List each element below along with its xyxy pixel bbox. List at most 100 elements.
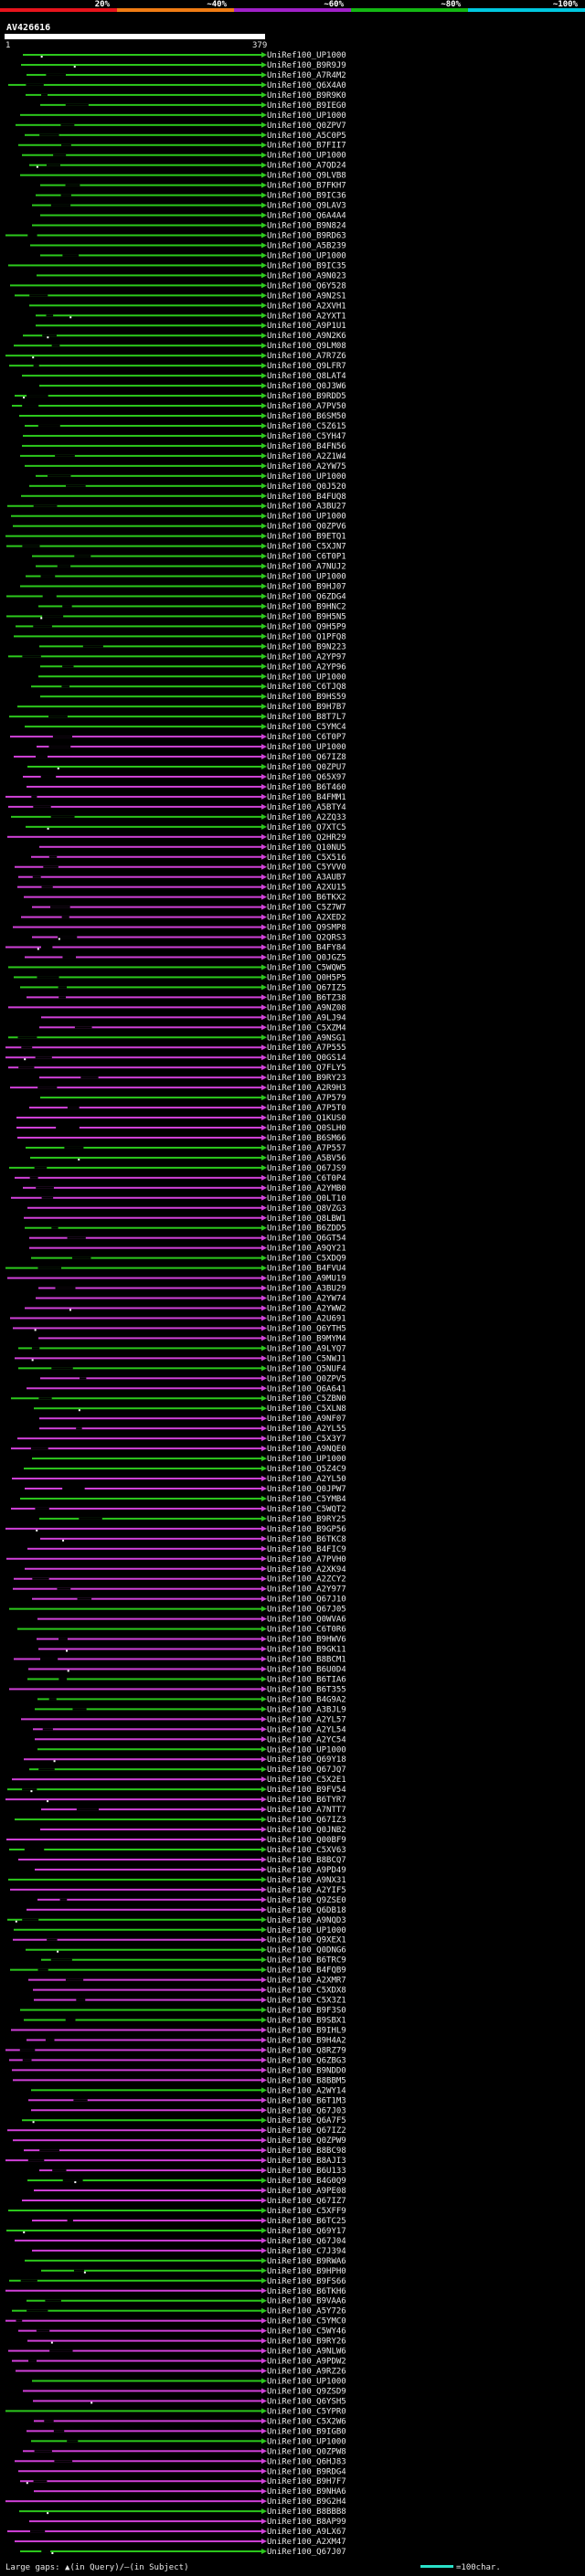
hit-row[interactable]: UniRef100_B4FMM1 xyxy=(5,793,346,802)
hit-label[interactable]: UniRef100_UP1000 xyxy=(267,573,346,582)
hit-label[interactable]: UniRef100_B9R9J9 xyxy=(267,61,346,70)
hit-row[interactable]: UniRef100_A3BU27 xyxy=(7,503,346,512)
hit-row[interactable]: UniRef100_Q8RZ79 xyxy=(5,2046,346,2055)
hit-row[interactable]: UniRef100_B9VAA6 xyxy=(27,2297,346,2306)
hit-row[interactable]: UniRef100_B9GP56 xyxy=(5,1525,346,1534)
hit-row[interactable]: UniRef100_Q9SMP8 xyxy=(13,924,346,933)
hit-row[interactable]: UniRef100_A9NX31 xyxy=(8,1876,346,1885)
hit-label[interactable]: UniRef100_A5BV56 xyxy=(267,1154,346,1163)
hit-row[interactable]: UniRef100_A5C0P5 xyxy=(25,132,346,141)
hit-row[interactable]: UniRef100_A2ZCY2 xyxy=(14,1575,346,1585)
hit-label[interactable]: UniRef100_Q0H5P5 xyxy=(267,973,346,982)
hit-label[interactable]: UniRef100_A9QY21 xyxy=(267,1245,346,1254)
hit-label[interactable]: UniRef100_A9NQD3 xyxy=(267,1916,346,1925)
hit-label[interactable]: UniRef100_Q0ZPV5 xyxy=(267,1374,346,1383)
hit-label[interactable]: UniRef100_A2YL57 xyxy=(267,1715,346,1724)
hit-row[interactable]: UniRef100_C5XFF9 xyxy=(8,2207,346,2216)
hit-label[interactable]: UniRef100_A9PE08 xyxy=(267,2187,346,2196)
hit-label[interactable]: UniRef100_Q6HJ83 xyxy=(267,2457,346,2466)
hit-label[interactable]: UniRef100_B4FQB9 xyxy=(267,1966,346,1976)
hit-label[interactable]: UniRef100_Q65X97 xyxy=(267,773,346,782)
hit-row[interactable]: UniRef100_C5YVV0 xyxy=(15,864,346,873)
hit-label[interactable]: UniRef100_B6TKC8 xyxy=(267,1535,346,1544)
hit-row[interactable]: UniRef100_C5X3Z1 xyxy=(34,1997,346,2006)
hit-label[interactable]: UniRef100_Q6DB18 xyxy=(267,1906,346,1915)
hit-row[interactable]: UniRef100_B6TZ38 xyxy=(27,993,346,1002)
hit-row[interactable]: UniRef100_UP1000 xyxy=(37,1745,346,1754)
hit-row[interactable]: UniRef100_B6T355 xyxy=(9,1685,346,1694)
hit-label[interactable]: UniRef100_C5Z7W7 xyxy=(267,904,346,913)
hit-label[interactable]: UniRef100_B6T460 xyxy=(267,783,346,792)
hit-label[interactable]: UniRef100_B6TYR7 xyxy=(267,1796,346,1805)
hit-label[interactable]: UniRef100_A3BU29 xyxy=(267,1285,346,1294)
hit-row[interactable]: UniRef100_A2YP96 xyxy=(40,663,346,672)
hit-label[interactable]: UniRef100_B6TC25 xyxy=(267,2217,346,2226)
hit-row[interactable]: UniRef100_B9HS59 xyxy=(40,693,346,702)
hit-label[interactable]: UniRef100_C7J394 xyxy=(267,2247,346,2256)
hit-row[interactable]: UniRef100_A9PDW2 xyxy=(12,2358,346,2367)
hit-label[interactable]: UniRef100_Q1PFQ8 xyxy=(267,632,346,641)
hit-label[interactable]: UniRef100_C6T0R6 xyxy=(267,1626,346,1635)
hit-label[interactable]: UniRef100_A2YL54 xyxy=(267,1725,346,1734)
hit-row[interactable]: UniRef100_B9R9K0 xyxy=(26,91,346,101)
hit-label[interactable]: UniRef100_A7PV50 xyxy=(267,402,346,411)
hit-row[interactable]: UniRef100_C6T0P4 xyxy=(15,1174,346,1183)
hit-label[interactable]: UniRef100_Q7XTC5 xyxy=(267,823,346,832)
hit-label[interactable]: UniRef100_C5X3Y7 xyxy=(267,1435,346,1444)
hit-label[interactable]: UniRef100_A2XVH1 xyxy=(267,302,346,311)
hit-row[interactable]: UniRef100_Q6A4A4 xyxy=(40,212,346,221)
hit-row[interactable]: UniRef100_B9RDG4 xyxy=(18,2467,346,2476)
hit-label[interactable]: UniRef100_A2YW75 xyxy=(267,462,346,472)
hit-label[interactable]: UniRef100_B9ETQ1 xyxy=(267,533,346,542)
hit-label[interactable]: UniRef100_C5XZM4 xyxy=(267,1023,346,1033)
hit-row[interactable]: UniRef100_C5XZM4 xyxy=(39,1023,346,1033)
hit-label[interactable]: UniRef100_B6T1M3 xyxy=(267,2096,346,2105)
hit-row[interactable]: UniRef100_Q0ZPW9 xyxy=(13,2136,346,2146)
hit-label[interactable]: UniRef100_A2YL55 xyxy=(267,1425,346,1434)
hit-row[interactable]: UniRef100_A2YL57 xyxy=(21,1715,346,1724)
hit-row[interactable]: UniRef100_Q6ZBG3 xyxy=(9,2056,346,2065)
hit-label[interactable]: UniRef100_C5X2W6 xyxy=(267,2417,346,2426)
hit-row[interactable]: UniRef100_Q0WVA6 xyxy=(37,1616,346,1625)
hit-label[interactable]: UniRef100_Q67J10 xyxy=(267,1595,346,1605)
hit-label[interactable]: UniRef100_A7QD24 xyxy=(267,162,346,171)
hit-row[interactable]: UniRef100_C5XLN8 xyxy=(34,1405,346,1414)
hit-row[interactable]: UniRef100_Q9LAV3 xyxy=(32,202,346,211)
hit-row[interactable]: UniRef100_C6TJQ8 xyxy=(31,683,346,692)
hit-row[interactable]: UniRef100_Q6HJ83 xyxy=(15,2457,346,2466)
hit-row[interactable]: UniRef100_A9NZ08 xyxy=(8,1003,346,1012)
hit-row[interactable]: UniRef100_Q9XEX1 xyxy=(13,1936,346,1945)
hit-label[interactable]: UniRef100_Q0JPW7 xyxy=(267,1485,346,1494)
hit-row[interactable]: UniRef100_C5YMC4 xyxy=(25,723,346,732)
hit-row[interactable]: UniRef100_B9IC36 xyxy=(36,192,346,201)
hit-row[interactable]: UniRef100_A7R7Z6 xyxy=(5,352,346,361)
hit-label[interactable]: UniRef100_Q0SLH0 xyxy=(267,1124,346,1133)
hit-label[interactable]: UniRef100_Q0ZPV7 xyxy=(267,122,346,131)
hit-label[interactable]: UniRef100_B6U0D4 xyxy=(267,1665,346,1674)
hit-label[interactable]: UniRef100_A7NTT7 xyxy=(267,1806,346,1815)
hit-row[interactable]: UniRef100_Q65X97 xyxy=(23,773,346,782)
hit-row[interactable]: UniRef100_Q6A641 xyxy=(27,1384,346,1394)
hit-row[interactable]: UniRef100_B9RY26 xyxy=(27,2337,346,2347)
hit-row[interactable]: UniRef100_B8BCM1 xyxy=(14,1656,346,1665)
hit-row[interactable]: UniRef100_C5Z7W7 xyxy=(32,904,346,913)
hit-label[interactable]: UniRef100_A2YC54 xyxy=(267,1735,346,1744)
hit-label[interactable]: UniRef100_Q67JS9 xyxy=(267,1164,346,1173)
hit-row[interactable]: UniRef100_A2YC54 xyxy=(35,1735,346,1744)
hit-row[interactable]: UniRef100_UP1000 xyxy=(32,2378,346,2387)
hit-label[interactable]: UniRef100_A5BTY4 xyxy=(267,803,346,812)
hit-row[interactable]: UniRef100_C5YPR0 xyxy=(5,2407,346,2416)
hit-label[interactable]: UniRef100_Q9LFR7 xyxy=(267,362,346,371)
hit-label[interactable]: UniRef100_B8BBM5 xyxy=(267,2076,346,2085)
hit-label[interactable]: UniRef100_Q8LAT4 xyxy=(267,372,346,381)
hit-label[interactable]: UniRef100_A5C0P5 xyxy=(267,132,346,141)
hit-label[interactable]: UniRef100_Q67IZ5 xyxy=(267,983,346,992)
hit-row[interactable]: UniRef100_A2YL55 xyxy=(39,1425,346,1434)
hit-row[interactable]: UniRef100_UP1000 xyxy=(20,111,346,121)
hit-row[interactable]: UniRef100_UP1000 xyxy=(32,1455,346,1464)
hit-row[interactable]: UniRef100_B9RWA6 xyxy=(25,2257,346,2266)
hit-label[interactable]: UniRef100_Q9LM08 xyxy=(267,342,346,351)
hit-row[interactable]: UniRef100_Q6Y528 xyxy=(10,281,346,291)
hit-row[interactable]: UniRef100_Q67IZ7 xyxy=(22,2197,346,2206)
hit-row[interactable]: UniRef100_Q67IZ5 xyxy=(20,983,346,992)
